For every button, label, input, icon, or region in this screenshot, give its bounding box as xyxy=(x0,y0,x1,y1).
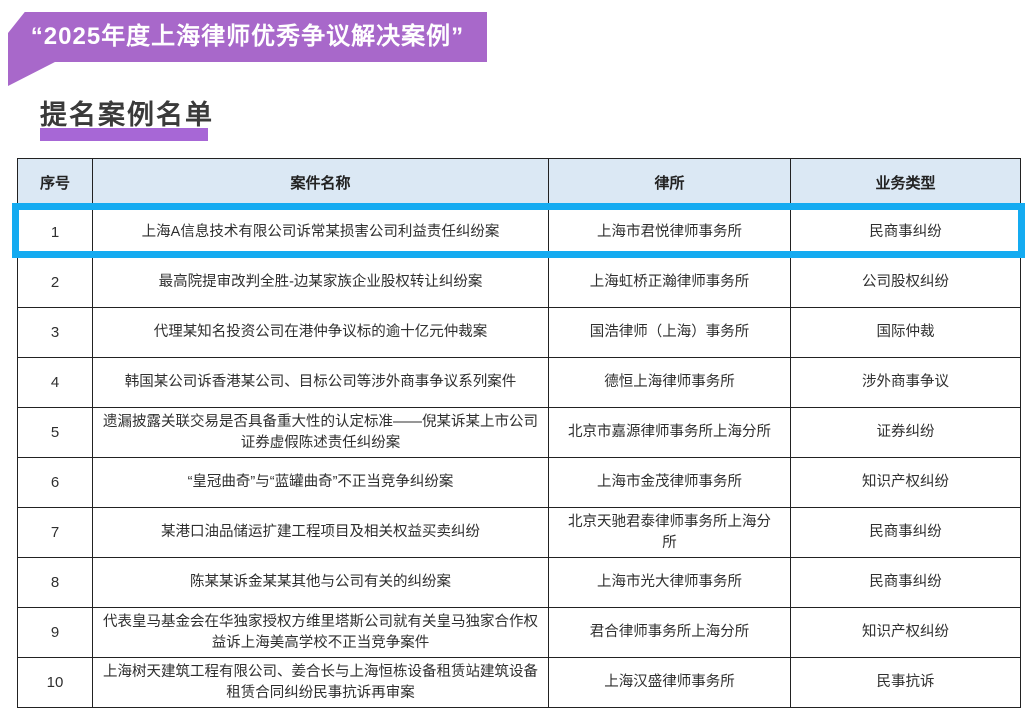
cell-type: 民商事纠纷 xyxy=(790,557,1021,608)
table-row-3[interactable]: 3 代理某知名投资公司在港仲争议标的逾十亿元仲裁案 国浩律师（上海）事务所 国际… xyxy=(17,307,1021,358)
table-row-1[interactable]: 1 上海A信息技术有限公司诉常某损害公司利益责任纠纷案 上海市君悦律师事务所 民… xyxy=(17,207,1021,258)
banner-title: “2025年度上海律师优秀争议解决案例” xyxy=(30,23,465,50)
cell-firm: 北京市嘉源律师事务所上海分所 xyxy=(548,407,791,458)
table-row-5[interactable]: 5 遗漏披露关联交易是否具备重大性的认定标准——倪某诉某上市公司证券虚假陈述责任… xyxy=(17,407,1021,458)
cell-firm: 上海汉盛律师事务所 xyxy=(548,657,791,708)
cell-no: 1 xyxy=(17,207,93,258)
cell-no: 10 xyxy=(17,657,93,708)
cell-no: 6 xyxy=(17,457,93,508)
cell-firm: 德恒上海律师事务所 xyxy=(548,357,791,408)
cell-type: 涉外商事争议 xyxy=(790,357,1021,408)
cell-case: “皇冠曲奇”与“蓝罐曲奇”不正当竞争纠纷案 xyxy=(92,457,549,508)
table-row-8[interactable]: 8 陈某某诉金某某其他与公司有关的纠纷案 上海市光大律师事务所 民商事纠纷 xyxy=(17,557,1021,608)
title-underline-bar xyxy=(40,128,208,141)
cell-firm: 上海市君悦律师事务所 xyxy=(548,207,791,258)
cell-no: 4 xyxy=(17,357,93,408)
cell-type: 民商事纠纷 xyxy=(790,507,1021,558)
cell-type: 知识产权纠纷 xyxy=(790,457,1021,508)
cell-firm: 北京天驰君泰律师事务所上海分所 xyxy=(548,507,791,558)
column-header-type: 业务类型 xyxy=(790,158,1021,208)
cell-case: 代理某知名投资公司在港仲争议标的逾十亿元仲裁案 xyxy=(92,307,549,358)
cell-type: 国际仲裁 xyxy=(790,307,1021,358)
table-row-2[interactable]: 2 最高院提审改判全胜-边某家族企业股权转让纠纷案 上海虹桥正瀚律师事务所 公司… xyxy=(17,257,1021,308)
column-header-no: 序号 xyxy=(17,158,93,208)
table-row-9[interactable]: 9 代表皇马基金会在华独家授权方维里塔斯公司就有关皇马独家合作权益诉上海美高学校… xyxy=(17,607,1021,658)
cell-case: 遗漏披露关联交易是否具备重大性的认定标准——倪某诉某上市公司证券虚假陈述责任纠纷… xyxy=(92,407,549,458)
cell-type: 民商事纠纷 xyxy=(790,207,1021,258)
table-row-10[interactable]: 10 上海树天建筑工程有限公司、姜合长与上海恒栋设备租赁站建筑设备租赁合同纠纷民… xyxy=(17,657,1021,708)
table-row-7[interactable]: 7 某港口油品储运扩建工程项目及相关权益买卖纠纷 北京天驰君泰律师事务所上海分所… xyxy=(17,507,1021,558)
cell-no: 2 xyxy=(17,257,93,308)
cell-no: 8 xyxy=(17,557,93,608)
cell-case: 上海A信息技术有限公司诉常某损害公司利益责任纠纷案 xyxy=(92,207,549,258)
cell-type: 知识产权纠纷 xyxy=(790,607,1021,658)
table-row-4[interactable]: 4 韩国某公司诉香港某公司、目标公司等涉外商事争议系列案件 德恒上海律师事务所 … xyxy=(17,357,1021,408)
cases-table-container: 序号 案件名称 律所 业务类型 1 上海A信息技术有限公司诉常某损害公司利益责任… xyxy=(17,158,1021,708)
cell-no: 9 xyxy=(17,607,93,658)
cell-case: 陈某某诉金某某其他与公司有关的纠纷案 xyxy=(92,557,549,608)
cell-no: 3 xyxy=(17,307,93,358)
cell-type: 证券纠纷 xyxy=(790,407,1021,458)
cell-case: 韩国某公司诉香港某公司、目标公司等涉外商事争议系列案件 xyxy=(92,357,549,408)
cell-case: 上海树天建筑工程有限公司、姜合长与上海恒栋设备租赁站建筑设备租赁合同纠纷民事抗诉… xyxy=(92,657,549,708)
column-header-firm: 律所 xyxy=(548,158,791,208)
cell-type: 民事抗诉 xyxy=(790,657,1021,708)
cell-firm: 君合律师事务所上海分所 xyxy=(548,607,791,658)
cell-firm: 国浩律师（上海）事务所 xyxy=(548,307,791,358)
cases-table: 序号 案件名称 律所 业务类型 1 上海A信息技术有限公司诉常某损害公司利益责任… xyxy=(17,158,1021,708)
column-header-case: 案件名称 xyxy=(92,158,549,208)
cell-type: 公司股权纠纷 xyxy=(790,257,1021,308)
cell-case: 代表皇马基金会在华独家授权方维里塔斯公司就有关皇马独家合作权益诉上海美高学校不正… xyxy=(92,607,549,658)
cell-no: 7 xyxy=(17,507,93,558)
ribbon-banner: “2025年度上海律师优秀争议解决案例” xyxy=(8,12,487,87)
cell-firm: 上海虹桥正瀚律师事务所 xyxy=(548,257,791,308)
cell-no: 5 xyxy=(17,407,93,458)
page-title: 提名案例名单 xyxy=(40,100,214,130)
table-header-row: 序号 案件名称 律所 业务类型 xyxy=(17,158,1021,208)
cell-firm: 上海市金茂律师事务所 xyxy=(548,457,791,508)
table-row-6[interactable]: 6 “皇冠曲奇”与“蓝罐曲奇”不正当竞争纠纷案 上海市金茂律师事务所 知识产权纠… xyxy=(17,457,1021,508)
cell-firm: 上海市光大律师事务所 xyxy=(548,557,791,608)
cell-case: 最高院提审改判全胜-边某家族企业股权转让纠纷案 xyxy=(92,257,549,308)
cell-case: 某港口油品储运扩建工程项目及相关权益买卖纠纷 xyxy=(92,507,549,558)
